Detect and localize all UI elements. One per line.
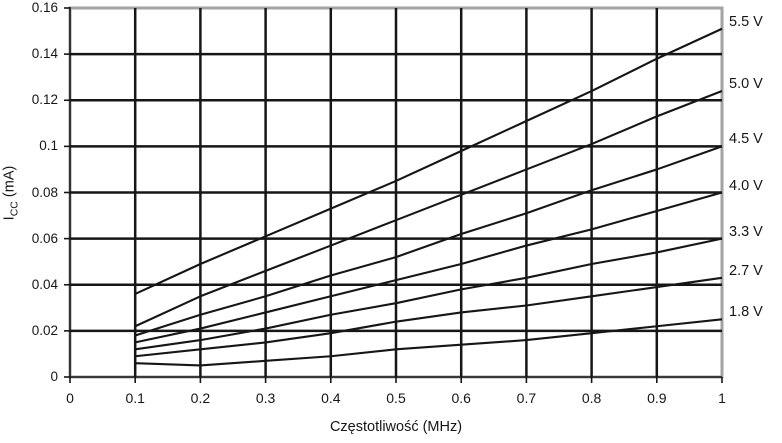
y-axis-title-subscript: CC bbox=[8, 201, 21, 217]
x-tick-label: 0.2 bbox=[190, 390, 211, 406]
series-label-5.5V: 5.5 V bbox=[729, 13, 763, 30]
series-label-3.3V: 3.3 V bbox=[729, 223, 763, 240]
y-tick-label: 0.1 bbox=[39, 138, 58, 154]
y-tick-label: 0.04 bbox=[31, 276, 58, 292]
series-label-5.0V: 5.0 V bbox=[729, 76, 763, 93]
x-tick-label: 0.5 bbox=[386, 390, 406, 406]
x-tick-label: 0.8 bbox=[581, 390, 602, 406]
y-tick-label: 0.14 bbox=[31, 46, 58, 62]
y-tick-label: 0.16 bbox=[31, 0, 58, 15]
series-line-5.0V bbox=[134, 90, 723, 328]
series-line-4.0V bbox=[134, 191, 723, 344]
series-label-4.0V: 4.0 V bbox=[729, 177, 763, 194]
y-tick-label: 0.06 bbox=[31, 230, 58, 246]
x-tick-label: 0.9 bbox=[647, 390, 667, 406]
y-tick-label: 0 bbox=[50, 369, 58, 384]
series-line-4.5V bbox=[134, 145, 723, 337]
y-axis-title-symbol: I bbox=[1, 216, 18, 221]
x-tick-label: 0.7 bbox=[516, 390, 537, 406]
x-tick-label: 0.4 bbox=[321, 390, 341, 406]
x-tick-label: 0.1 bbox=[125, 390, 145, 406]
x-tick-label: 1 bbox=[718, 390, 726, 406]
series-label-4.5V: 4.5 V bbox=[729, 131, 763, 148]
series-label-1.8V: 1.8 V bbox=[729, 304, 763, 321]
y-tick-label: 0.12 bbox=[31, 92, 58, 108]
series-line-5.5V bbox=[134, 27, 723, 295]
x-axis-title: Częstotliwość (MHz) bbox=[329, 419, 463, 435]
y-tick-label: 0.08 bbox=[31, 184, 58, 200]
x-tick-label: 0 bbox=[66, 390, 74, 406]
x-tick-label: 0.6 bbox=[451, 390, 471, 406]
series-line-3.3V bbox=[135, 237, 723, 351]
series-line-1.8V bbox=[135, 318, 723, 367]
x-tick-label: 0.3 bbox=[255, 390, 276, 406]
series-label-2.7V: 2.7 V bbox=[729, 262, 763, 279]
y-tick-label: 0.02 bbox=[31, 322, 58, 338]
series-line-2.7V bbox=[135, 276, 723, 358]
